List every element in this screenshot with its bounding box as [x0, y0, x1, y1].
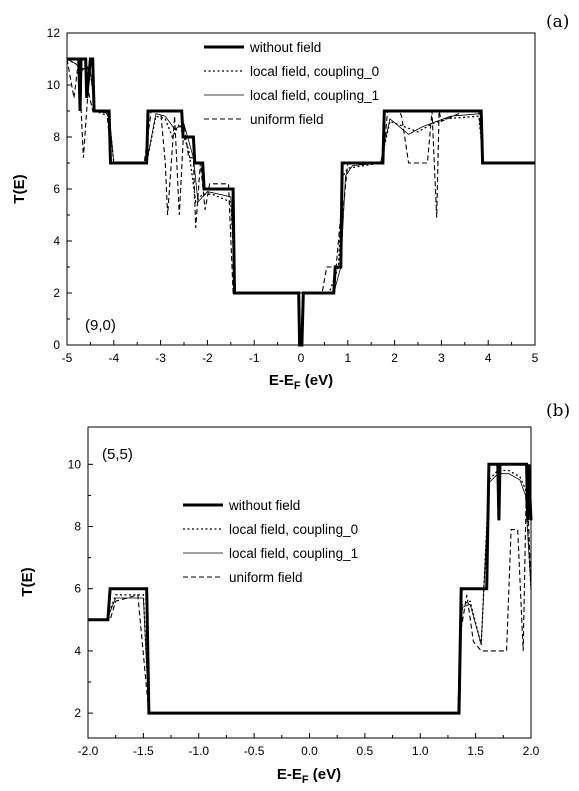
panel-b: (b) -2.0 -1.5 -1.0 -0.5 0.0 0.5 1.0 1.5 2.0 2 4 6 8 1… — [19, 401, 570, 786]
panel-b-plot-frame — [87, 426, 532, 739]
panel-a-x-axis-label-main: E-E — [269, 372, 294, 389]
panel-a-annotation: (9,0) — [85, 317, 116, 334]
panel-b-legend-label: without field — [228, 498, 300, 513]
panel-b-y-tick-label: 8 — [74, 520, 81, 534]
panel-a-legend-label: local field, coupling_0 — [250, 64, 379, 79]
panel-a-series-lines — [66, 57, 535, 347]
panel-b-x-tick-label: -1.0 — [188, 744, 209, 758]
panel-a-y-tick-label: 6 — [53, 182, 60, 196]
panel-a-y-tick-label: 2 — [53, 286, 60, 300]
panel-a-x-tick-label: -5 — [62, 351, 73, 365]
panel-a-series-dotted — [66, 58, 535, 294]
panel-b-annotation: (5,5) — [102, 446, 133, 463]
panel-a-x-tick-label: 4 — [485, 351, 492, 365]
panel-b-y-tick-label: 10 — [68, 457, 82, 471]
panel-b-tag: (b) — [546, 401, 570, 421]
panel-a-legend-label: uniform field — [250, 112, 324, 127]
panel-b-x-axis-label-unit: (eV) — [309, 766, 342, 783]
panel-a-y-tick-label: 4 — [53, 234, 60, 248]
panel-b-y-tick-label: 6 — [74, 582, 81, 596]
panel-b-y-tick-label: 4 — [74, 644, 81, 658]
panel-b-series-thin — [88, 473, 532, 714]
panel-a-x-tick-label: -1 — [249, 351, 260, 365]
panel-a-y-axis-label: T(E) — [11, 174, 28, 203]
panel-a-x-axis-label: E-EF (eV) — [269, 372, 333, 392]
panel-a-x-tick-label: -3 — [155, 351, 166, 365]
panel-a-tag: (a) — [546, 12, 569, 32]
panel-b-legend-label: uniform field — [229, 570, 303, 585]
panel-b-legend-label: local field, coupling_1 — [229, 546, 358, 561]
panel-a-x-tick-label: -2 — [202, 351, 213, 365]
panel-b-y-tick-label: 2 — [74, 706, 81, 720]
panel-b-x-tick-label: -0.5 — [244, 744, 265, 758]
panel-b-y-axis-label: T(E) — [19, 567, 36, 596]
panel-b-x-tick-label: 2.0 — [523, 744, 540, 758]
panel-b-x-axis-label-main: E-E — [277, 766, 302, 783]
panel-a-y-tick-label: 8 — [53, 130, 60, 144]
panel-b-legend-label: local field, coupling_0 — [229, 522, 358, 537]
panel-a-legend: without field local field, coupling_0loca… — [204, 40, 379, 127]
panel-b-x-axis-label-sub: F — [302, 774, 309, 786]
panel-a-legend-label: without field — [249, 40, 321, 55]
panel-a-x-tick-label: -4 — [108, 351, 119, 365]
panel-b-x-tick-label: 1.5 — [467, 744, 484, 758]
panel-a-x-tick-label: 3 — [438, 351, 445, 365]
panel-b-series-thick — [88, 462, 533, 715]
panel-b-x-axis-label: E-EF (eV) — [277, 766, 341, 786]
panel-b-x-tick-label: -1.5 — [133, 744, 154, 758]
panel-a-y-tick-label: 10 — [47, 78, 61, 92]
panel-b-series-dashed — [88, 470, 532, 714]
panel-a-series-thick — [67, 57, 535, 347]
panel-b-x-tick-label: 0.0 — [301, 744, 318, 758]
panel-a-x-axis-label-sub: F — [294, 380, 301, 392]
panel-b-series-lines — [88, 462, 533, 715]
panel-a-plot-frame — [66, 32, 536, 346]
panel-b-series-dotted — [88, 469, 532, 714]
panel-b-ticks: -2.0 -1.5 -1.0 -0.5 0.0 0.5 1.0 1.5 2.0 2 4 6 8 10 — [68, 457, 540, 758]
panel-a-legend-label: local field, coupling_1 — [250, 88, 379, 103]
panel-a-x-tick-label: 5 — [532, 351, 539, 365]
panel-b-x-tick-label: 0.5 — [357, 744, 374, 758]
panel-a-x-axis-label-unit: (eV) — [301, 372, 334, 389]
panel-a-x-tick-label: 1 — [344, 351, 351, 365]
panel-b-x-tick-label: 1.0 — [412, 744, 429, 758]
panel-a-x-tick-label: 0 — [298, 351, 305, 365]
panel-b-legend: without field local field, coupling_0loca… — [183, 498, 358, 585]
panel-a-y-tick-label: 12 — [47, 26, 61, 40]
panel-b-x-tick-label: -2.0 — [78, 744, 99, 758]
panel-a-y-tick-label: 0 — [53, 338, 60, 352]
panel-a-x-tick-label: 2 — [391, 351, 398, 365]
